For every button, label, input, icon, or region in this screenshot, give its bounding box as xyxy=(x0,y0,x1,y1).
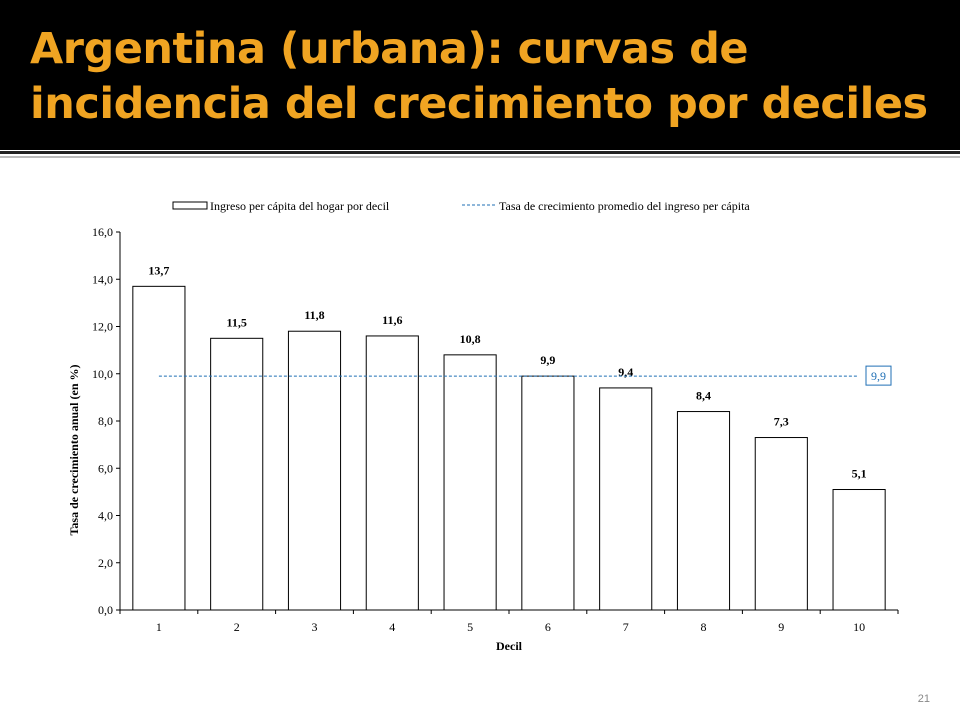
x-tick-label: 10 xyxy=(853,620,865,634)
slide-title: Argentina (urbana): curvas de incidencia… xyxy=(30,24,928,129)
y-tick-label: 12,0 xyxy=(92,320,113,334)
bar-value-label: 11,5 xyxy=(227,315,247,329)
bar xyxy=(599,387,653,611)
y-tick-label: 8,0 xyxy=(98,414,113,428)
bar xyxy=(676,411,731,611)
bar-value-label: 13,7 xyxy=(148,263,169,277)
x-tick-label: 3 xyxy=(312,620,318,634)
bar xyxy=(443,354,497,611)
y-tick-label: 14,0 xyxy=(92,272,113,286)
bar-value-label: 11,8 xyxy=(304,308,324,322)
x-tick-label: 9 xyxy=(778,620,784,634)
bars-group: 13,7 11,5 11,8 11,6 10,8 9,9 9,4 8,4 7,3 5,1 xyxy=(132,263,886,611)
slide-number: 21 xyxy=(917,693,930,705)
average-line-group: 9,9 xyxy=(158,365,892,386)
legend-line-label: Tasa de crecimiento promedio del ingreso… xyxy=(499,199,750,213)
y-tick-label: 16,0 xyxy=(92,225,113,239)
bar xyxy=(521,375,575,611)
bar-chart: Ingreso per cápita del hogar por decil T… xyxy=(67,199,899,653)
x-axis: 1 2 3 4 5 6 7 8 9 10 xyxy=(119,609,899,634)
x-tick-label: 2 xyxy=(234,620,240,634)
legend-bar-label: Ingreso per cápita del hogar por decil xyxy=(210,199,390,213)
bar xyxy=(832,489,886,611)
x-tick-label: 7 xyxy=(623,620,629,634)
title-rule-secondary xyxy=(0,156,960,158)
average-label-box xyxy=(865,365,892,386)
bar xyxy=(210,337,264,611)
bar-value-label: 10,8 xyxy=(460,332,481,346)
bar-value-label: 9,9 xyxy=(540,353,555,367)
x-tick-label: 5 xyxy=(467,620,473,634)
x-tick-label: 1 xyxy=(156,620,162,634)
bar-value-label: 7,3 xyxy=(774,415,789,429)
bar xyxy=(754,437,808,611)
chart-legend: Ingreso per cápita del hogar por decil T… xyxy=(172,199,750,213)
bar-value-label: 8,4 xyxy=(696,389,711,403)
legend-bar-swatch xyxy=(172,201,208,210)
bar xyxy=(365,335,419,611)
bar-value-label: 9,4 xyxy=(618,365,633,379)
y-axis: 0,0 2,0 4,0 6,0 8,0 10,0 12,0 14,0 16,0 xyxy=(92,225,121,617)
bar xyxy=(132,285,186,611)
y-axis-title: Tasa de crecimiento anual (en %) xyxy=(67,365,81,536)
bar-value-label: 11,6 xyxy=(382,313,402,327)
x-tick-label: 6 xyxy=(545,620,551,634)
title-rule xyxy=(0,151,960,154)
bar-value-label: 5,1 xyxy=(852,467,867,481)
y-tick-label: 4,0 xyxy=(98,509,113,523)
y-tick-label: 2,0 xyxy=(98,556,113,570)
average-line-label: 9,9 xyxy=(871,369,886,383)
x-tick-label: 8 xyxy=(701,620,707,634)
y-tick-label: 6,0 xyxy=(98,461,113,475)
y-tick-label: 0,0 xyxy=(98,603,113,617)
x-axis-title: Decil xyxy=(496,639,523,653)
x-tick-label: 4 xyxy=(389,620,395,634)
title-bar: Argentina (urbana): curvas de incidencia… xyxy=(0,0,960,150)
bar xyxy=(287,330,342,611)
y-tick-label: 10,0 xyxy=(92,367,113,381)
